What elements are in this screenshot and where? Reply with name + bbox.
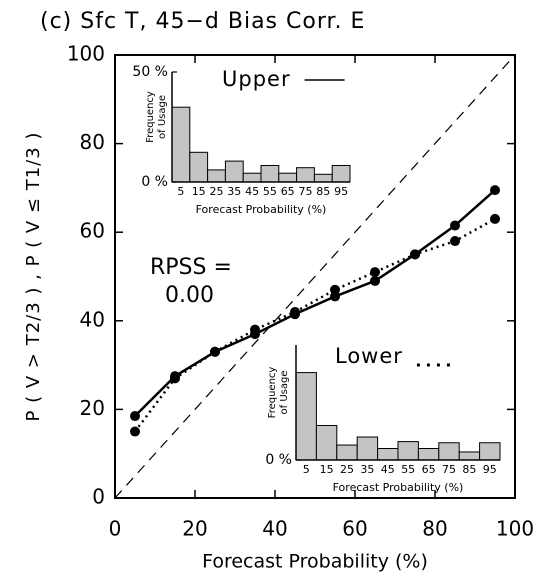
- x-tick-label: 45: [381, 463, 395, 476]
- data-point: [370, 275, 380, 286]
- annotation: RPSS =: [150, 255, 232, 280]
- y-tick-label: 40: [80, 307, 105, 331]
- x-tick-label: 65: [281, 185, 295, 198]
- x-tick-label: 25: [210, 185, 224, 198]
- legend-label: Lower: [335, 344, 403, 368]
- plot-frame: [114, 54, 516, 499]
- histogram-bar: [331, 165, 351, 183]
- histogram-bar: [189, 151, 209, 183]
- x-tick-label: 35: [360, 463, 374, 476]
- histogram-bar: [356, 436, 379, 461]
- histogram-bar: [397, 441, 419, 461]
- x-tick-label: 15: [320, 463, 334, 476]
- legend-label: Upper: [222, 67, 291, 91]
- histogram-bar: [260, 165, 280, 183]
- data-point: [330, 284, 340, 295]
- data-point: [450, 220, 460, 231]
- y-axis-label: Frequency: [267, 367, 278, 419]
- reference-diagonal: [114, 54, 516, 499]
- histogram-bar: [458, 451, 481, 461]
- series-line: [134, 217, 496, 433]
- data-point: [290, 306, 300, 317]
- y-axis-label: of Usage: [157, 95, 168, 139]
- data-point: [490, 213, 500, 224]
- data-point: [170, 373, 180, 384]
- histogram-bar: [224, 160, 244, 183]
- histogram-bar: [296, 167, 315, 183]
- histogram-bar: [417, 448, 440, 461]
- x-axis-label: Forecast Probability (%): [196, 203, 327, 216]
- x-tick-label: 65: [422, 463, 436, 476]
- x-tick-label: 85: [462, 463, 476, 476]
- histogram-bar: [207, 169, 226, 183]
- x-tick-label: 0: [109, 517, 122, 541]
- x-axis-label: Forecast Probability (%): [202, 551, 428, 573]
- x-tick-label: 95: [483, 463, 497, 476]
- y-tick-label: 100: [67, 42, 105, 66]
- x-tick-label: 60: [342, 517, 367, 541]
- x-tick-label: 85: [316, 185, 330, 198]
- data-point: [410, 249, 420, 260]
- x-tick-label: 15: [192, 185, 206, 198]
- data-point: [130, 411, 140, 422]
- x-tick-label: 55: [263, 185, 277, 198]
- chart-title: (c) Sfc T, 45−d Bias Corr. E: [40, 9, 365, 34]
- y-axis-label: of Usage: [279, 371, 290, 415]
- histogram-bar: [479, 442, 501, 461]
- y-tick-label: 60: [80, 219, 105, 243]
- x-tick-label: 100: [496, 517, 534, 541]
- y-tick-label: 80: [80, 130, 105, 154]
- histogram-bar: [377, 448, 399, 461]
- data-point: [490, 185, 500, 196]
- histogram-bar: [313, 173, 333, 183]
- x-tick-label: 75: [442, 463, 456, 476]
- histogram-bar: [295, 372, 317, 461]
- y-tick-label: 0 %: [141, 174, 168, 190]
- x-tick-label: 5: [177, 185, 184, 198]
- histogram-bar: [438, 442, 460, 461]
- histogram-bar: [278, 172, 298, 183]
- data-point: [130, 426, 140, 437]
- x-tick-label: 5: [303, 463, 310, 476]
- histogram-bar: [336, 444, 358, 461]
- y-axis-label: Frequency: [145, 91, 156, 143]
- data-point: [210, 346, 220, 357]
- x-tick-label: 55: [401, 463, 415, 476]
- x-tick-label: 95: [334, 185, 348, 198]
- y-tick-label: 0: [92, 485, 105, 509]
- histogram-bar: [171, 106, 191, 183]
- x-tick-label: 40: [262, 517, 287, 541]
- y-tick-label: 50 %: [132, 64, 168, 80]
- x-tick-label: 80: [422, 517, 447, 541]
- histogram-bar: [315, 425, 338, 461]
- y-axis-label: P ( V > T2/3 ) , P ( V ≤ T1/3 ): [23, 132, 44, 422]
- annotation: 0.00: [165, 283, 214, 308]
- y-tick-label: 20: [80, 396, 105, 420]
- data-point: [450, 236, 460, 247]
- x-tick-label: 45: [245, 185, 259, 198]
- x-tick-label: 20: [182, 517, 207, 541]
- y-tick-label: 0 %: [265, 452, 292, 468]
- data-point: [250, 324, 260, 335]
- x-tick-label: 25: [340, 463, 354, 476]
- data-point: [370, 267, 380, 278]
- histogram-bar: [242, 172, 262, 183]
- x-tick-label: 35: [227, 185, 241, 198]
- x-axis-label: Forecast Probability (%): [333, 481, 464, 494]
- x-tick-label: 75: [299, 185, 313, 198]
